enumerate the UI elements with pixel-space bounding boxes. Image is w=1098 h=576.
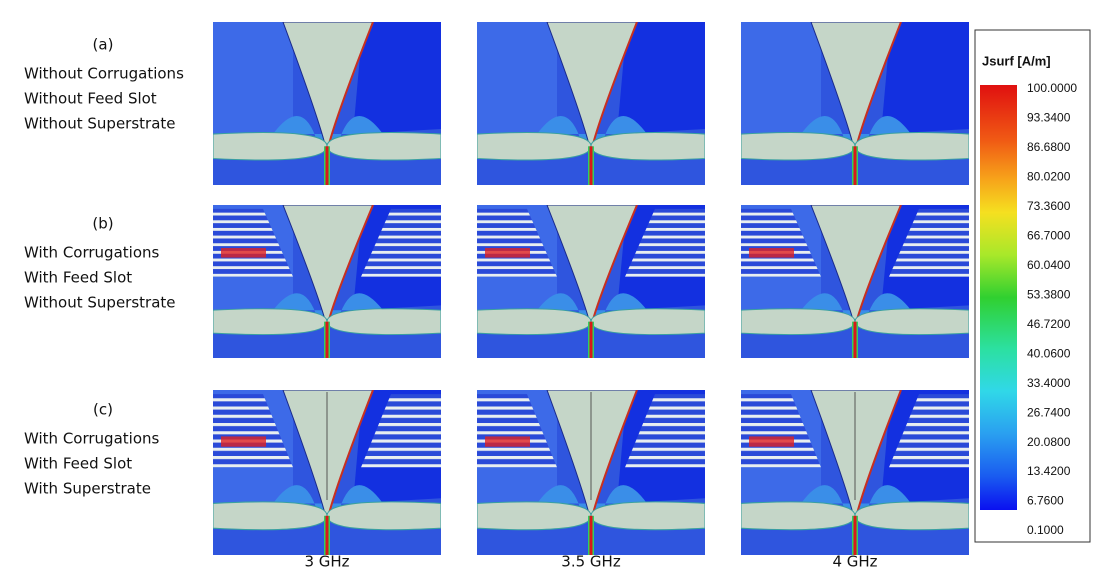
- row-description: Without Corrugations: [24, 65, 184, 83]
- row-description: With Corrugations: [24, 430, 160, 448]
- field-plot: [213, 22, 441, 185]
- column-label: 4 GHz: [832, 553, 877, 571]
- colorbar: [980, 85, 1017, 510]
- colorbar-tick-label: 26.7400: [1027, 405, 1071, 419]
- row-description: With Feed Slot: [24, 269, 132, 287]
- row-description: With Superstrate: [24, 480, 151, 498]
- colorbar-tick-label: 66.7000: [1027, 229, 1071, 243]
- colorbar-tick-label: 93.3400: [1027, 111, 1071, 125]
- colorbar-tick-label: 73.3600: [1027, 199, 1071, 213]
- column-label: 3.5 GHz: [561, 553, 621, 571]
- row-label: (b): [92, 215, 113, 233]
- colorbar-tick-label: 6.7600: [1027, 494, 1064, 508]
- row-description: Without Superstrate: [24, 294, 176, 312]
- column-label: 3 GHz: [304, 553, 349, 571]
- colorbar-title: Jsurf [A/m]: [982, 53, 1051, 68]
- row-description: With Corrugations: [24, 244, 160, 262]
- row-label: (a): [93, 36, 114, 54]
- row-description: With Feed Slot: [24, 455, 132, 473]
- colorbar-tick-label: 40.0600: [1027, 346, 1071, 360]
- field-plot: [741, 22, 969, 185]
- colorbar-tick-label: 20.0800: [1027, 435, 1071, 449]
- colorbar-tick-label: 46.7200: [1027, 317, 1071, 331]
- colorbar-tick-label: 80.0200: [1027, 170, 1071, 184]
- row-description: Without Feed Slot: [24, 90, 157, 108]
- colorbar-tick-label: 53.3800: [1027, 287, 1071, 301]
- field-plot: [477, 22, 705, 185]
- colorbar-tick-label: 86.6800: [1027, 140, 1071, 154]
- row-description: Without Superstrate: [24, 115, 176, 133]
- colorbar-tick-label: 100.0000: [1027, 81, 1077, 95]
- row-label: (c): [93, 401, 113, 419]
- colorbar-tick-label: 60.0400: [1027, 258, 1071, 272]
- colorbar-tick-label: 0.1000: [1027, 523, 1064, 537]
- colorbar-tick-label: 13.4200: [1027, 464, 1071, 478]
- colorbar-tick-label: 33.4000: [1027, 376, 1071, 390]
